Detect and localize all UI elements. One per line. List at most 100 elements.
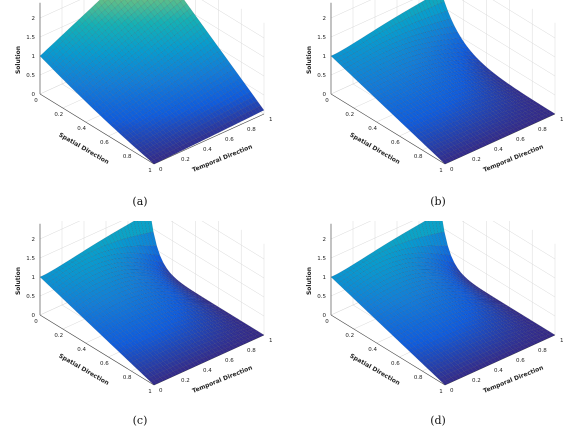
x-tick-label: 0.2 (345, 112, 354, 118)
x-axis-line (39, 93, 155, 165)
x-tick-label: 0.8 (123, 375, 132, 381)
z-axis-label: Solution (306, 267, 313, 295)
t-tick-label: 0.4 (203, 368, 212, 374)
x-tick-label: 0 (34, 319, 38, 325)
t-tick-label: 1 (560, 338, 564, 344)
z-tick-label: 0.5 (317, 294, 326, 300)
t-tick-label: 0 (450, 388, 454, 394)
t-tick-label: 0.8 (538, 127, 547, 133)
surface-plot-c: 0 0.2 0.4 0.6 0.8 1 0 0.2 0.4 0.6 0.8 1 0 0.5 1 1.5 2 Spa… (15, 221, 273, 395)
t-tick-label: 0.2 (181, 157, 190, 163)
surface-mesh (330, 221, 556, 386)
surface-mesh (330, 0, 556, 165)
z-tick-label: 1.5 (26, 35, 35, 41)
z-tick-label: 1 (323, 54, 327, 60)
x-tick-label: 0.8 (414, 375, 423, 381)
x-axis-line (39, 314, 155, 386)
surface-plot-a: 0 0.2 0.4 0.6 0.8 1 0 0.2 0.4 0.6 0.8 1 0 0.5 1 1.5 2 Spa… (15, 0, 273, 174)
x-tick-label: 1 (439, 389, 443, 395)
t-tick-label: 0.6 (225, 358, 234, 364)
z-tick-label: 0 (32, 313, 36, 319)
t-tick-label: 0.6 (516, 358, 525, 364)
caption-c: (c) (132, 414, 148, 427)
z-tick-label: 1.5 (26, 256, 35, 262)
x-tick-label: 0.8 (414, 154, 423, 160)
t-axis-line (153, 113, 265, 165)
caption-d: (d) (430, 414, 446, 427)
z-tick-label: 1.5 (317, 35, 326, 41)
x-tick-label: 0.4 (77, 126, 86, 132)
x-axis-label: Spatial Direction (57, 131, 110, 165)
x-tick-label: 0.2 (54, 333, 63, 339)
z-tick-label: 2 (323, 237, 327, 243)
tick-labels: 0 0.2 0.4 0.6 0.8 1 0 0.2 0.4 0.6 0.8 1 0 0.5 1 1.5 2 (317, 16, 563, 174)
x-tick-label: 0.2 (345, 333, 354, 339)
t-tick-label: 1 (560, 117, 564, 123)
caption-a: (a) (132, 195, 148, 208)
t-tick-label: 0.6 (516, 137, 525, 143)
x-tick-label: 0 (325, 319, 329, 325)
x-tick-label: 1 (439, 168, 443, 174)
x-tick-label: 0.6 (391, 140, 400, 146)
x-tick-label: 0.4 (368, 347, 377, 353)
z-tick-label: 2 (323, 16, 327, 22)
surface-mesh (39, 221, 265, 386)
x-tick-label: 1 (148, 389, 152, 395)
caption-b: (b) (430, 195, 446, 208)
z-tick-label: 1.5 (317, 256, 326, 262)
t-axis-label: Temporal Direction (191, 364, 253, 395)
t-axis-line (444, 113, 556, 165)
x-tick-label: 0.4 (77, 347, 86, 353)
z-tick-label: 2 (32, 16, 36, 22)
t-tick-label: 0.4 (494, 147, 503, 153)
t-tick-label: 0 (450, 167, 454, 173)
x-tick-label: 0 (325, 98, 329, 104)
z-tick-label: 0 (323, 92, 327, 98)
t-tick-label: 0.8 (247, 348, 256, 354)
t-tick-label: 0.2 (472, 157, 481, 163)
z-axis-label: Solution (15, 46, 22, 74)
z-tick-label: 1 (32, 54, 36, 60)
x-axis-label: Spatial Direction (348, 352, 401, 386)
z-axis-label: Solution (306, 46, 313, 74)
t-tick-label: 0.2 (472, 378, 481, 384)
t-tick-label: 1 (269, 338, 273, 344)
t-tick-label: 0.4 (494, 368, 503, 374)
tick-labels: 0 0.2 0.4 0.6 0.8 1 0 0.2 0.4 0.6 0.8 1 0 0.5 1 1.5 2 (317, 237, 563, 395)
t-tick-label: 0.2 (181, 378, 190, 384)
t-tick-label: 0 (159, 167, 163, 173)
t-tick-label: 0.4 (203, 147, 212, 153)
t-tick-label: 0.8 (247, 127, 256, 133)
x-tick-label: 0.4 (368, 126, 377, 132)
x-tick-label: 0.6 (100, 140, 109, 146)
x-tick-label: 0.2 (54, 112, 63, 118)
z-tick-label: 0.5 (317, 73, 326, 79)
z-tick-label: 2 (32, 237, 36, 243)
t-tick-label: 0.8 (538, 348, 547, 354)
z-axis-label: Solution (15, 267, 22, 295)
t-axis-label: Temporal Direction (191, 143, 253, 174)
z-tick-label: 1 (32, 275, 36, 281)
z-tick-label: 0.5 (26, 73, 35, 79)
t-axis-label: Temporal Direction (482, 364, 544, 395)
tick-labels: 0 0.2 0.4 0.6 0.8 1 0 0.2 0.4 0.6 0.8 1 0 0.5 1 1.5 2 (26, 237, 272, 395)
z-tick-label: 0.5 (26, 294, 35, 300)
x-axis-line (330, 93, 446, 165)
x-axis-label: Spatial Direction (348, 131, 401, 165)
x-tick-label: 0.6 (391, 361, 400, 367)
z-tick-label: 1 (323, 275, 327, 281)
x-tick-label: 0.8 (123, 154, 132, 160)
t-tick-label: 0.6 (225, 137, 234, 143)
x-axis-label: Spatial Direction (57, 352, 110, 386)
z-tick-label: 0 (32, 92, 36, 98)
surface-plot-d: 0 0.2 0.4 0.6 0.8 1 0 0.2 0.4 0.6 0.8 1 0 0.5 1 1.5 2 Spa… (306, 221, 564, 395)
t-axis-label: Temporal Direction (482, 143, 544, 174)
t-tick-label: 1 (269, 117, 273, 123)
surface-mesh (39, 0, 265, 165)
x-axis-line (330, 314, 446, 386)
x-tick-label: 1 (148, 168, 152, 174)
surface-plot-b: 0 0.2 0.4 0.6 0.8 1 0 0.2 0.4 0.6 0.8 1 0 0.5 1 1.5 2 Spa… (306, 0, 564, 174)
x-tick-label: 0 (34, 98, 38, 104)
t-tick-label: 0 (159, 388, 163, 394)
x-tick-label: 0.6 (100, 361, 109, 367)
